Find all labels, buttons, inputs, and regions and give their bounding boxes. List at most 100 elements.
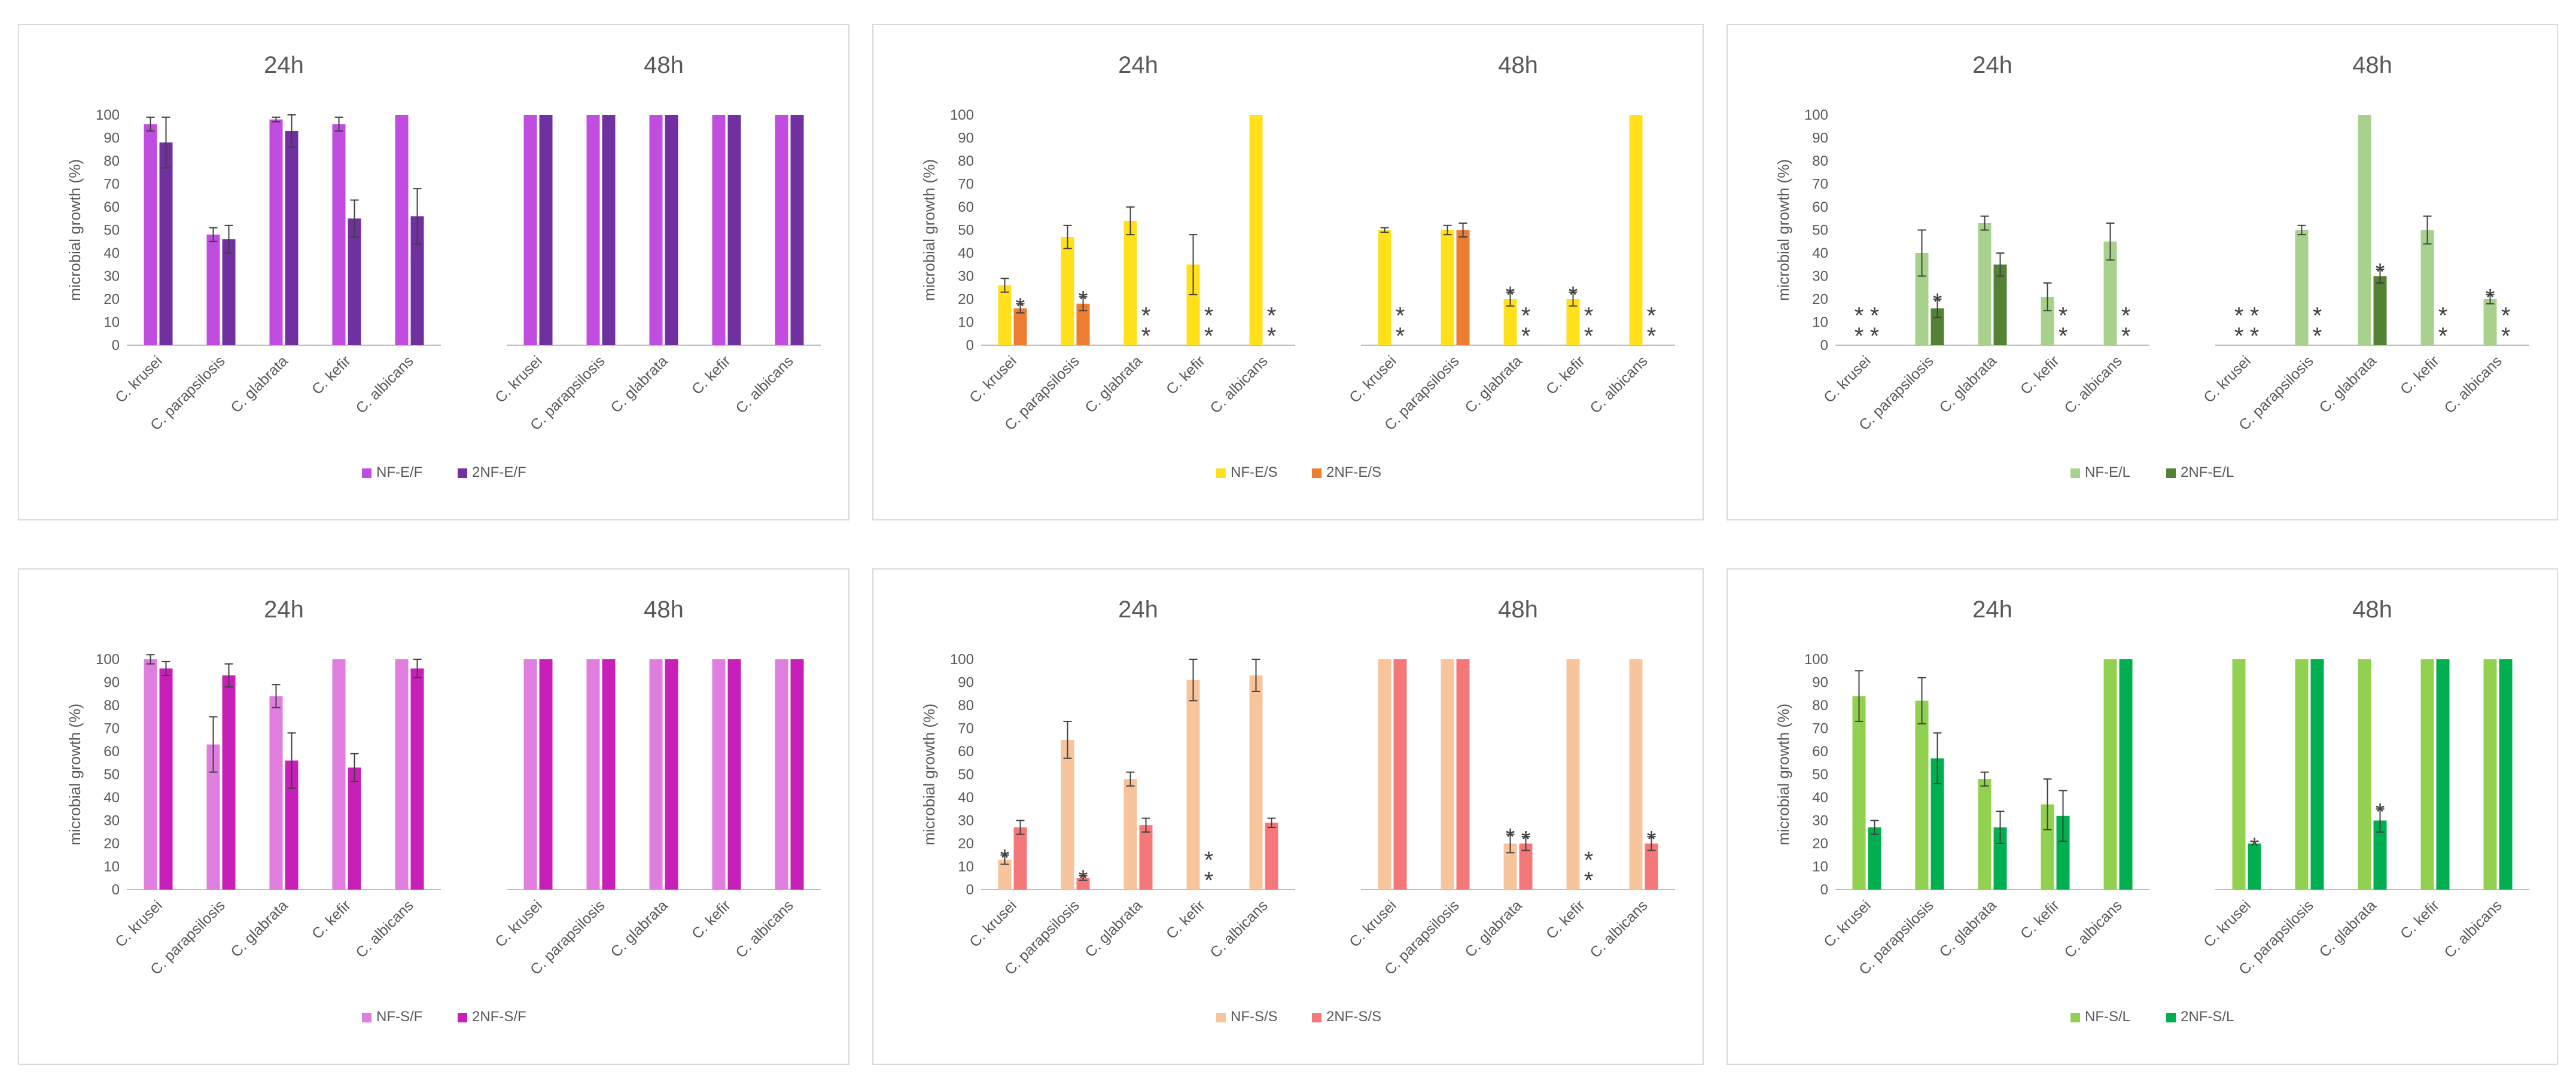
x-tick-label: C. krusei — [112, 897, 166, 951]
significance-marker: * — [1584, 323, 1594, 349]
x-tick-label: C. krusei — [1820, 352, 1874, 406]
bar-2NF-S/L-c-krusei — [1868, 827, 1881, 890]
y-tick-label: 70 — [1812, 721, 1828, 737]
bar-NF-S/L-c-parapsilosis — [1915, 701, 1929, 890]
y-tick-label: 10 — [1812, 315, 1828, 331]
legend-label: NF-S/L — [2085, 1009, 2130, 1025]
y-tick-label: 30 — [1812, 813, 1828, 829]
bar-NF-S/S-c-kefir — [1186, 680, 1200, 890]
significance-marker: * — [1396, 323, 1405, 349]
bar-2NF-S/S-c-glabrata — [1139, 825, 1153, 890]
x-tick-label: C. glabrata — [1461, 897, 1525, 960]
significance-marker: * — [2313, 303, 2322, 329]
bar-NF-S/F-c-parapsilosis — [586, 659, 600, 890]
y-axis-label: microbial growth (%) — [66, 704, 84, 845]
legend-label: NF-E/L — [2085, 464, 2130, 480]
chart-panel-nf-e-s: microbial growth (%) 0 10 20 30 40 50 60 70 80 90 1… — [872, 24, 1704, 520]
x-tick-label: C. kefir — [689, 352, 734, 398]
bar-2NF-S/L-c-krusei — [2248, 844, 2261, 890]
significance-marker: * — [1870, 323, 1880, 349]
legend-label: 2NF-S/S — [1326, 1009, 1381, 1025]
significance-marker: * — [2486, 284, 2495, 310]
bar-2NF-E/S-c-krusei — [1013, 308, 1027, 345]
y-tick-label: 90 — [103, 130, 120, 147]
y-tick-label: 60 — [1812, 199, 1828, 215]
group-title-24h: 24h — [1118, 52, 1158, 78]
bar-NF-E/S-c-parapsilosis — [1441, 230, 1454, 345]
significance-marker: * — [1204, 867, 1214, 894]
bar-2NF-S/F-c-albicans — [790, 659, 804, 890]
x-tick-label: C. albicans — [1207, 897, 1271, 961]
bar-NF-E/F-c-albicans — [395, 115, 409, 345]
y-tick-label: 100 — [1804, 107, 1828, 123]
bar-NF-S/L-c-krusei — [2232, 659, 2246, 890]
y-tick-label: 30 — [103, 269, 120, 285]
significance-marker: * — [1141, 323, 1151, 349]
bar-2NF-E/F-c-albicans — [410, 216, 424, 345]
y-tick-label: 50 — [958, 767, 974, 783]
y-tick-label: 70 — [958, 721, 974, 737]
significance-marker: * — [2313, 323, 2322, 349]
chart-panel-nf-e-f: microbial growth (%) 0 10 20 30 40 50 60 70 80 90 1… — [18, 24, 849, 520]
x-tick-label: C. krusei — [112, 352, 166, 406]
legend-swatch-2NF-S/F — [458, 1013, 467, 1022]
legend-swatch-NF-S/F — [362, 1013, 372, 1022]
significance-marker: * — [2234, 323, 2244, 349]
bar-2NF-S/F-c-glabrata — [665, 659, 678, 890]
y-tick-label: 40 — [103, 245, 120, 261]
y-tick-label: 30 — [103, 813, 120, 829]
bar-2NF-S/L-c-kefir — [2056, 815, 2070, 890]
bar-NF-E/F-c-parapsilosis — [586, 115, 600, 345]
significance-marker: * — [2438, 323, 2448, 349]
y-axis-label: microbial growth (%) — [66, 159, 84, 301]
bar-2NF-S/S-c-albicans — [1645, 844, 1658, 890]
group-title-24h: 24h — [264, 52, 304, 78]
y-tick-label: 40 — [1812, 790, 1828, 806]
y-tick-label: 70 — [103, 176, 120, 193]
chart-svg: microbial growth (%) 0 10 20 30 40 50 60 70 80 90 1… — [920, 52, 1675, 480]
significance-marker: * — [2121, 303, 2131, 329]
chart-svg: microbial growth (%) 0 10 20 30 40 50 60 70 80 90 1… — [920, 596, 1675, 1025]
significance-marker: * — [2250, 323, 2260, 349]
x-tick-label: C. kefir — [1543, 352, 1588, 398]
bar-2NF-S/F-c-kefir — [727, 659, 741, 890]
chart-panel-nf-e-l: microbial growth (%) 0 10 20 30 40 50 60 70 80 90 1… — [1727, 24, 2558, 520]
y-tick-label: 90 — [1812, 130, 1828, 147]
bar-NF-S/S-c-glabrata — [1503, 844, 1517, 890]
y-tick-label: 40 — [958, 245, 974, 261]
significance-marker: * — [1204, 847, 1214, 873]
legend-swatch-2NF-E/F — [458, 468, 467, 478]
y-tick-label: 20 — [1812, 291, 1828, 307]
group-title-24h: 24h — [1118, 596, 1158, 623]
bar-2NF-E/F-c-glabrata — [285, 130, 299, 345]
x-tick-label: C. krusei — [2200, 352, 2254, 406]
legend-swatch-NF-S/S — [1216, 1013, 1226, 1022]
significance-marker: * — [1141, 303, 1151, 329]
x-tick-label: C. glabrata — [1082, 352, 1145, 416]
y-tick-label: 40 — [958, 790, 974, 806]
x-tick-label: C. glabrata — [2316, 897, 2379, 960]
y-tick-label: 80 — [1812, 698, 1828, 714]
x-tick-label: C. glabrata — [2316, 352, 2379, 416]
group-title-48h: 48h — [1498, 52, 1538, 78]
y-tick-label: 0 — [1820, 882, 1828, 898]
bar-NF-E/L-c-albicans — [2103, 241, 2117, 345]
significance-marker: * — [1506, 282, 1515, 308]
bar-NF-E/S-c-glabrata — [1123, 221, 1137, 345]
bar-NF-S/L-c-kefir — [2420, 659, 2434, 890]
bar-NF-E/F-c-glabrata — [269, 119, 283, 345]
legend-label: NF-E/S — [1231, 464, 1278, 480]
y-tick-label: 0 — [966, 337, 974, 354]
bar-NF-S/F-c-kefir — [712, 659, 726, 890]
significance-marker: * — [1506, 824, 1515, 851]
legend-swatch-2NF-E/S — [1312, 468, 1322, 478]
significance-marker: * — [1933, 289, 1942, 315]
bar-NF-S/F-c-glabrata — [649, 659, 663, 890]
legend-label: 2NF-S/F — [472, 1009, 526, 1025]
y-tick-label: 30 — [958, 813, 974, 829]
x-tick-label: C. glabrata — [227, 897, 291, 960]
group-title-48h: 48h — [2352, 596, 2392, 623]
y-tick-label: 70 — [1812, 176, 1828, 193]
group-title-48h: 48h — [1498, 596, 1538, 623]
bar-NF-S/S-c-kefir — [1566, 659, 1580, 890]
